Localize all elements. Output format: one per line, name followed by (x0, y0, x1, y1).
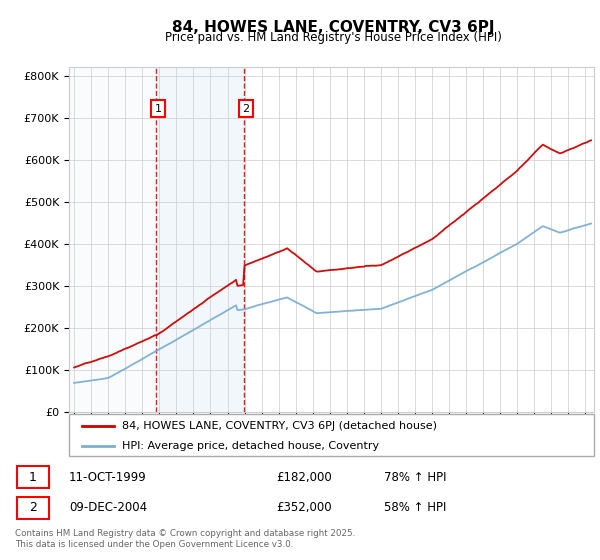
Text: 09-DEC-2004: 09-DEC-2004 (69, 501, 147, 515)
Text: 84, HOWES LANE, COVENTRY, CV3 6PJ: 84, HOWES LANE, COVENTRY, CV3 6PJ (172, 20, 494, 35)
Text: £182,000: £182,000 (276, 470, 332, 484)
Text: Price paid vs. HM Land Registry's House Price Index (HPI): Price paid vs. HM Land Registry's House … (164, 31, 502, 44)
Text: HPI: Average price, detached house, Coventry: HPI: Average price, detached house, Cove… (121, 441, 379, 451)
Text: 11-OCT-1999: 11-OCT-1999 (69, 470, 147, 484)
Text: £352,000: £352,000 (276, 501, 332, 515)
FancyBboxPatch shape (17, 466, 49, 488)
Bar (69, 67, 156, 412)
Text: 58% ↑ HPI: 58% ↑ HPI (384, 501, 446, 515)
FancyBboxPatch shape (17, 497, 49, 519)
Text: 84, HOWES LANE, COVENTRY, CV3 6PJ (detached house): 84, HOWES LANE, COVENTRY, CV3 6PJ (detac… (121, 421, 437, 431)
Text: 78% ↑ HPI: 78% ↑ HPI (384, 470, 446, 484)
Text: Contains HM Land Registry data © Crown copyright and database right 2025.
This d: Contains HM Land Registry data © Crown c… (15, 529, 355, 549)
Bar (156, 67, 244, 412)
Text: 1: 1 (29, 470, 37, 484)
FancyBboxPatch shape (69, 414, 594, 456)
Text: 2: 2 (242, 104, 250, 114)
Text: 2: 2 (29, 501, 37, 515)
Text: 1: 1 (155, 104, 162, 114)
